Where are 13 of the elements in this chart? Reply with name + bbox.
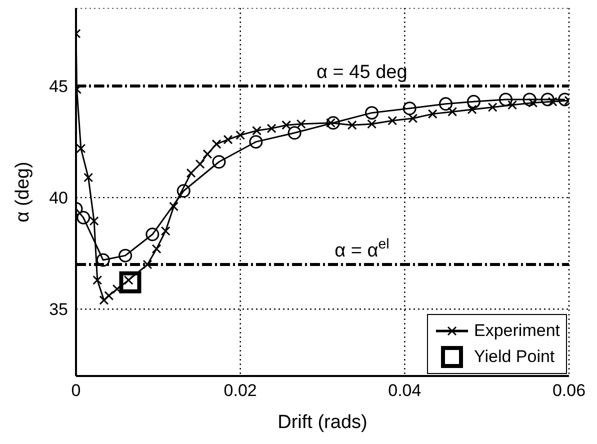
y-axis-title: α (deg) bbox=[12, 162, 34, 222]
legend-label: Yield Point bbox=[474, 347, 555, 367]
x-tick-label: 0.06 bbox=[552, 381, 586, 400]
ref-line-label: α = 45 deg bbox=[316, 62, 408, 84]
x-tick-label: 0.02 bbox=[224, 381, 257, 400]
y-tick-label: 45 bbox=[49, 77, 68, 96]
y-tick-label: 35 bbox=[49, 300, 68, 320]
x-tick-label: 0 bbox=[71, 381, 81, 400]
x-tick-label: 0.04 bbox=[388, 381, 422, 400]
ref-line-label: α = α$^{el}$ bbox=[334, 236, 390, 262]
x-axis-title: Drift (rads) bbox=[278, 412, 368, 433]
y-tick-label: 40 bbox=[49, 188, 68, 208]
legend-label: Experiment bbox=[474, 321, 560, 341]
